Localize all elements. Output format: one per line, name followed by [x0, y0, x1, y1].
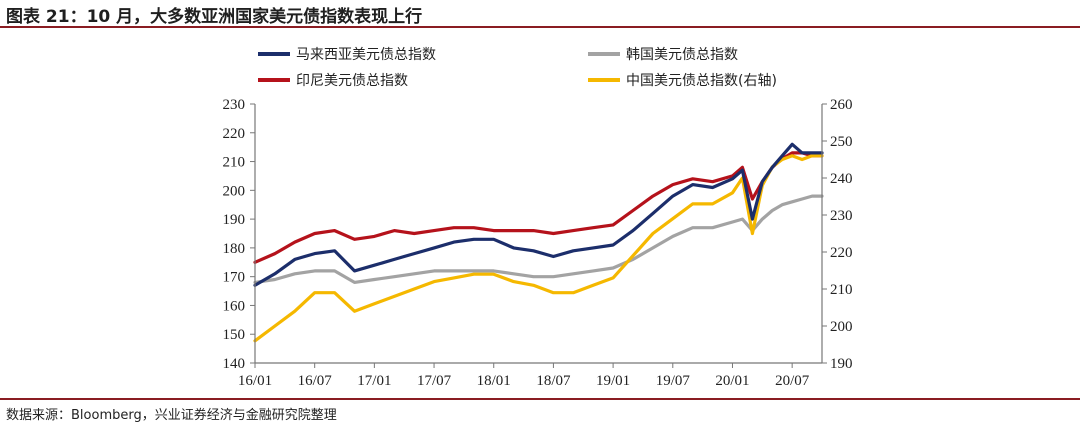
y-left-tick-label: 140 [223, 356, 246, 372]
x-tick-label: 17/01 [357, 373, 391, 389]
y-right-tick-label: 220 [830, 245, 853, 261]
legend-label-1: 马来西亚美元债总指数 [296, 47, 436, 63]
source-rule [0, 398, 1080, 400]
x-tick-label: 16/01 [238, 373, 272, 389]
title-rule [0, 26, 1080, 28]
series-line-3 [253, 151, 824, 264]
legend-label-2: 韩国美元债总指数 [626, 47, 738, 63]
x-tick-label: 20/01 [715, 373, 749, 389]
y-left-tick-label: 180 [223, 241, 246, 257]
y-right-tick-label: 260 [830, 97, 853, 113]
x-tick-label: 18/01 [477, 373, 511, 389]
series-line-2 [253, 194, 824, 284]
x-tick-label: 16/07 [298, 373, 333, 389]
y-left-tick-label: 190 [223, 212, 246, 228]
chart-series-lines [253, 142, 824, 343]
y-left-tick-label: 210 [223, 155, 246, 171]
source-note: 数据来源：Bloomberg，兴业证券经济与金融研究院整理 [6, 408, 337, 423]
x-tick-label: 18/07 [536, 373, 571, 389]
y-left-tick-label: 220 [223, 126, 246, 142]
y-left-tick-label: 170 [223, 270, 246, 286]
legend-label-3: 印尼美元债总指数 [296, 73, 408, 89]
y-left-tick-label: 200 [223, 183, 246, 199]
legend-label-4: 中国美元债总指数(右轴) [626, 73, 777, 89]
figure-title: 图表 21：10 月，大多数亚洲国家美元债指数表现上行 [6, 7, 423, 27]
y-left-tick-label: 150 [223, 327, 246, 343]
x-tick-label: 19/07 [656, 373, 691, 389]
y-right-tick-label: 190 [830, 356, 853, 372]
x-tick-label: 19/01 [596, 373, 630, 389]
y-right-tick-label: 230 [830, 208, 853, 224]
y-left-tick-label: 230 [223, 97, 246, 113]
y-right-tick-label: 250 [830, 134, 853, 150]
chart-axes: 140 150 160 170 180 190 200 210 220 230 190 200 210 2… [223, 97, 853, 389]
y-left-tick-label: 160 [223, 298, 246, 314]
y-right-tick-label: 200 [830, 319, 853, 335]
series-line-1 [253, 142, 824, 287]
x-tick-label: 20/07 [775, 373, 810, 389]
series-line-4 [253, 154, 824, 343]
y-right-tick-label: 210 [830, 282, 853, 298]
x-tick-label: 17/07 [417, 373, 452, 389]
y-right-tick-label: 240 [830, 171, 853, 187]
